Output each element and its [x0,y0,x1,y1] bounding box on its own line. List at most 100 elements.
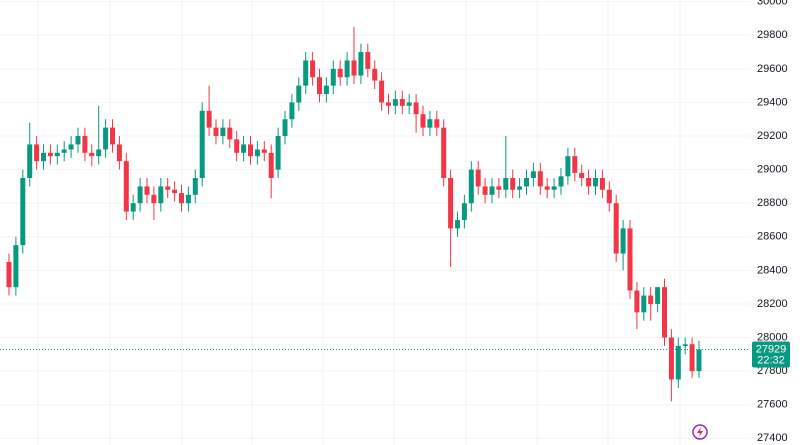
candle-body [675,345,681,380]
candle-body [655,287,661,304]
candle-body [241,144,247,153]
y-tick-label: 29600 [757,63,788,75]
candle-body [427,119,433,128]
last-price-box [752,341,790,368]
candle-body [47,152,53,157]
candle-body [358,52,364,76]
y-tick-label: 27600 [757,399,788,411]
candle-body [593,178,598,187]
candle-body [89,152,95,157]
candle-body [27,144,33,178]
candle-body [344,60,350,78]
candle-body [213,127,219,137]
candle-body [379,80,385,103]
candle-body [261,149,267,153]
candle-body [689,344,695,372]
candle-body [75,136,81,145]
candle-body [41,152,46,162]
candle-body [130,203,136,212]
candle-body [489,186,495,195]
candle-body [455,219,460,229]
candle-body [572,156,578,173]
candle-body [530,171,536,178]
candle-body [579,172,585,178]
candle-body [696,349,702,372]
y-tick-label: 28400 [757,264,788,276]
candle-body [165,186,171,190]
candle-body [434,119,440,128]
y-tick-label: 29000 [757,164,788,176]
candle-body [613,203,619,254]
candle-body [351,60,357,76]
candle-body [461,203,467,220]
candle-body [468,169,474,204]
candle-body [82,136,88,153]
candle-body [330,68,336,86]
candle-body [234,139,240,153]
logo[interactable] [692,424,708,440]
y-tick-label: 28800 [757,197,788,209]
candle-body [524,178,529,187]
candle-body [34,144,40,162]
candle-body [648,295,654,304]
candle-body [96,149,102,157]
time-grid [37,0,681,445]
candle-body [399,99,405,106]
y-tick-label: 29800 [757,29,788,41]
candle-body [420,114,426,128]
candle-body [627,228,633,291]
candle-body [510,178,516,190]
candle-body [682,344,688,346]
candle-body [323,85,329,95]
candle-body [365,52,371,69]
candle-body [68,144,74,150]
candle-body [13,245,19,288]
candle-body [517,186,523,190]
y-tick-label: 28000 [757,331,788,343]
y-tick-label: 28600 [757,231,788,243]
y-tick-label: 27400 [757,432,788,444]
candle-body [248,144,253,157]
y-tick-label: 28200 [757,298,788,310]
candle-body [441,127,447,178]
candle-body [227,127,233,140]
candle-body [179,193,184,204]
candle-body [103,127,109,150]
countdown-label: 22:32 [757,354,785,366]
candle-body [475,169,481,187]
candle-body [586,178,592,187]
candle-body [220,127,226,137]
candle-body [641,295,647,313]
candle-body [192,178,198,195]
candle-body [254,149,260,157]
candle-body [268,152,274,178]
candle-body [606,189,612,204]
y-tick-label: 29200 [757,130,788,142]
candle-body [544,186,550,190]
candle-body [296,85,302,103]
candle-body [172,189,178,194]
candle-body [6,261,12,288]
candle-body [386,102,391,106]
candle-body [537,171,543,187]
candle-body [482,186,488,195]
logo-bolt [697,427,703,437]
candle-body [151,194,157,204]
candle-body [551,186,557,190]
candle-body [20,178,26,246]
candle-body [199,110,205,178]
candle-body [634,290,640,313]
candle-body [668,337,674,380]
candle-body [54,152,60,157]
candle-body [185,194,191,204]
y-tick-label: 30000 [757,0,788,8]
candle-body [372,68,378,81]
candle-body [123,161,129,212]
candle-body [61,149,67,153]
candle-body [448,178,454,229]
candle-body [620,228,626,254]
logo-circle [692,424,708,440]
candle-body [275,136,281,170]
